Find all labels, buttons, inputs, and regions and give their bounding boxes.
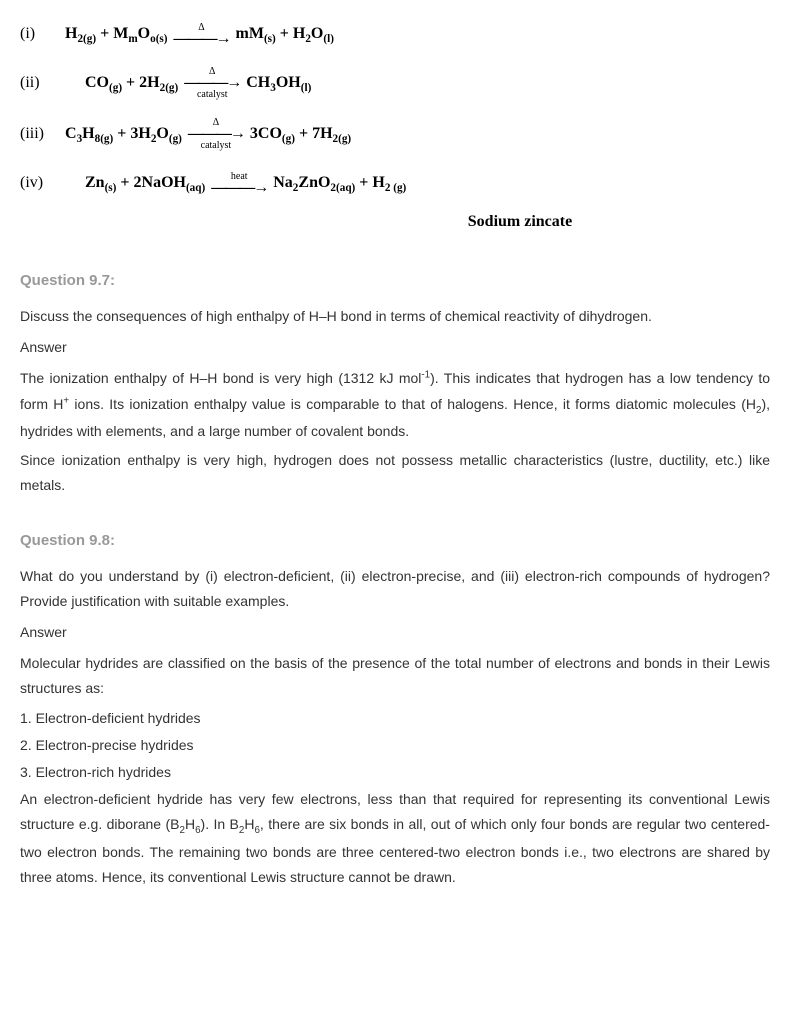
zincate-label: Sodium zincate (270, 208, 770, 237)
q2-item3: 3. Electron-rich hydrides (20, 760, 770, 785)
eq2-content: CO(g) + 2H2(g) Δ ———→ catalyst CH3OH(l) (85, 67, 311, 100)
q2-title: Question 9.8: (20, 527, 770, 554)
eq3-content: C3H8(g) + 3H2O(g) Δ ———→ catalyst 3CO(g)… (65, 118, 351, 151)
eq1-right: mM(s) + H2O(l) (236, 20, 334, 49)
q1-answer-label: Answer (20, 335, 770, 360)
eq1-left: H2(g) + MmOo(s) (65, 20, 168, 49)
q1-para2: Since ionization enthalpy is very high, … (20, 448, 770, 498)
eq1-arrow: Δ ———→ (174, 23, 230, 46)
equation-1: (i) H2(g) + MmOo(s) Δ ———→ mM(s) + H2O(l… (20, 20, 770, 49)
q2-para2: An electron-deficient hydride has very f… (20, 787, 770, 890)
equations-block: (i) H2(g) + MmOo(s) Δ ———→ mM(s) + H2O(l… (20, 20, 770, 237)
eq4-left: Zn(s) + 2NaOH(aq) (85, 169, 205, 198)
equation-3: (iii) C3H8(g) + 3H2O(g) Δ ———→ catalyst … (20, 118, 770, 151)
eq3-left: C3H8(g) + 3H2O(g) (65, 120, 182, 149)
equation-4: (iv) Zn(s) + 2NaOH(aq) heat ———→ Na2ZnO2… (20, 169, 770, 198)
eq2-left: CO(g) + 2H2(g) (85, 69, 178, 98)
eq1-content: H2(g) + MmOo(s) Δ ———→ mM(s) + H2O(l) (65, 20, 334, 49)
eq2-right: CH3OH(l) (246, 69, 311, 98)
eq3-arrow: Δ ———→ catalyst (188, 118, 244, 151)
eq4-content: Zn(s) + 2NaOH(aq) heat ———→ Na2ZnO2(aq) … (85, 169, 406, 198)
eq4-label: (iv) (20, 169, 65, 198)
q2-item1: 1. Electron-deficient hydrides (20, 706, 770, 731)
eq3-right: 3CO(g) + 7H2(g) (250, 120, 351, 149)
eq3-label: (iii) (20, 120, 65, 149)
eq4-arrow: heat ———→ (211, 172, 267, 195)
eq1-label: (i) (20, 20, 65, 49)
q2-para1: Molecular hydrides are classified on the… (20, 651, 770, 701)
eq2-arrow: Δ ———→ catalyst (184, 67, 240, 100)
eq4-right: Na2ZnO2(aq) + H2 (g) (273, 169, 406, 198)
q1-para1: The ionization enthalpy of H–H bond is v… (20, 366, 770, 444)
q2-answer-label: Answer (20, 620, 770, 645)
equation-2: (ii) CO(g) + 2H2(g) Δ ———→ catalyst CH3O… (20, 67, 770, 100)
eq2-label: (ii) (20, 69, 65, 98)
q1-question: Discuss the consequences of high enthalp… (20, 304, 770, 329)
q1-title: Question 9.7: (20, 267, 770, 294)
q2-question: What do you understand by (i) electron-d… (20, 564, 770, 614)
q2-item2: 2. Electron-precise hydrides (20, 733, 770, 758)
